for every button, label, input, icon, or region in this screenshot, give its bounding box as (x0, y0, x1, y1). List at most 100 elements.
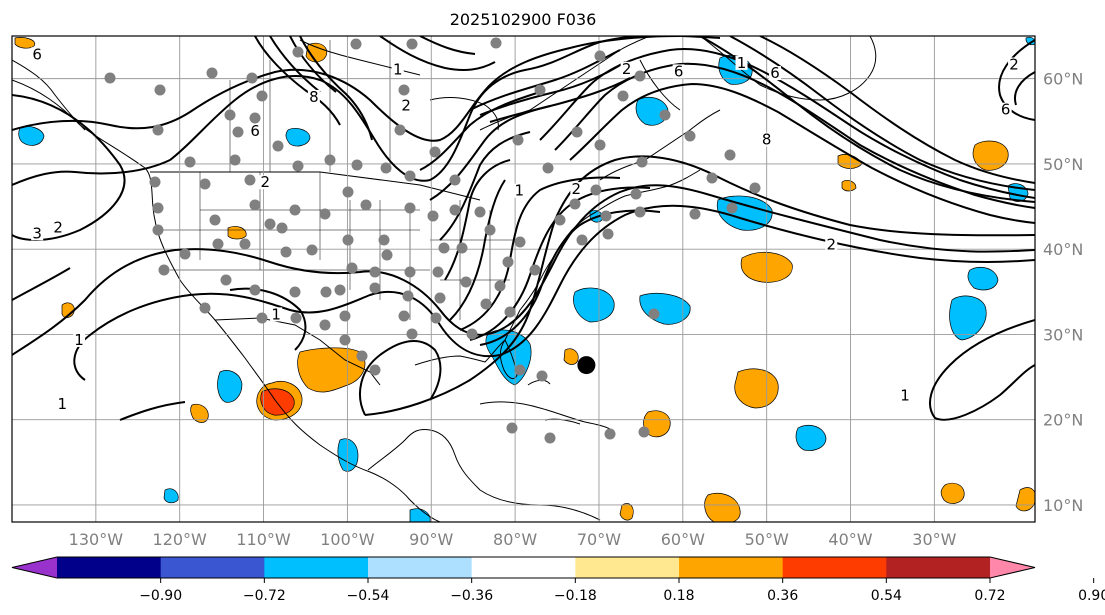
shade-blue (337, 438, 359, 472)
colorbar-segment (886, 557, 991, 578)
contour-label: 6 (32, 45, 42, 63)
shade-orange (940, 482, 965, 504)
shade-orange (14, 37, 36, 49)
colorbar: −0.90 −0.72 −0.54 −0.36 −0.18 0.18 0.36 0.54 0.7… (11, 556, 1105, 604)
shade-orange (841, 180, 857, 192)
latitude-tick-label: 10°N (1043, 496, 1083, 515)
latitude-tick-label: 40°N (1043, 240, 1083, 259)
colorbar-segment (57, 557, 162, 578)
shade-blue (163, 488, 179, 504)
longitude-tick-label: 130°W (69, 530, 124, 549)
shade-orange (563, 348, 579, 365)
shade-blue (967, 266, 999, 291)
longitude-tick-label: 40°W (828, 530, 872, 549)
shade-orange (305, 42, 328, 63)
contour-label: 2 (572, 180, 582, 198)
colorbar-tick-label: −0.72 (243, 588, 286, 604)
colorbar-outline (11, 556, 1036, 579)
shade-orange (227, 226, 247, 240)
contour-label-halo (825, 237, 838, 252)
anomaly-shading (14, 36, 1035, 522)
shade-orange (734, 368, 779, 409)
contour-label-halo (52, 220, 65, 235)
contour-label-halo (307, 89, 320, 104)
longitude-tick-label: 50°W (745, 530, 789, 549)
contour-label-halo (400, 98, 413, 113)
contour-label: 6 (1001, 101, 1011, 119)
contour-label-halo (672, 64, 685, 79)
longitude-tick-label: 90°W (409, 530, 453, 549)
map-frame (11, 35, 1036, 523)
center-marker-dot (577, 356, 596, 375)
colorbar-extend-high (990, 557, 1035, 578)
contour-label: 1 (515, 182, 525, 200)
latitude-tick-label: 30°N (1043, 325, 1083, 344)
station-dots (104, 37, 761, 444)
colorbar-tick-label: −0.54 (347, 588, 390, 604)
colorbar-segment (575, 557, 680, 578)
longitude-tick-label: 110°W (236, 530, 291, 549)
contour-label: 1 (74, 331, 84, 349)
shade-blue (217, 370, 243, 403)
contour-label-halo (513, 183, 526, 198)
shade-blue (18, 126, 45, 146)
contour-label: 2 (53, 218, 63, 236)
contour-label-halo (270, 307, 283, 322)
shade-blue (409, 508, 431, 522)
contour-label-halo (391, 62, 404, 77)
shade-orange (643, 410, 671, 438)
contour-label: 6 (674, 62, 684, 80)
colorbar-extend-low (12, 557, 57, 578)
longitude-tick-label: 70°W (577, 530, 621, 549)
contour-label: 8 (762, 131, 772, 149)
contour-label-halo (31, 47, 44, 62)
contour-label-halo (570, 182, 583, 197)
contour-label-halo (899, 388, 912, 403)
contour-label: 1 (900, 386, 910, 404)
longitude-tick-label: 80°W (493, 530, 537, 549)
longitude-tick-label: 30°W (912, 530, 956, 549)
shade-orange (619, 503, 634, 521)
colorbar-tick-label: 0.54 (871, 588, 902, 604)
contour-label-halo (620, 61, 633, 76)
contour-label-halo (760, 132, 773, 147)
contour-label: 1 (393, 61, 403, 79)
latitude-tick-label: 50°N (1043, 155, 1083, 174)
latitude-labels: 60°N 50°N 40°N 30°N 20°N 10°N (1043, 70, 1083, 515)
longitude-tick-label: 60°W (661, 530, 705, 549)
figure-title: 2025102900 F036 (450, 10, 597, 29)
colorbar-segment (782, 557, 887, 578)
contour-label-halo (735, 55, 748, 70)
colorbar-tick-label: 0.18 (663, 588, 694, 604)
contour-label: 1 (271, 305, 281, 323)
colorbar-segment (368, 557, 473, 578)
contour-label-halo (999, 102, 1012, 117)
shade-blue (285, 128, 311, 147)
contour-label-halo (1008, 57, 1021, 72)
longitude-tick-label: 120°W (153, 530, 208, 549)
colorbar-tick-label: 0.72 (974, 588, 1005, 604)
contour-label: 2 (826, 235, 836, 253)
colorbar-tick-label: 0.36 (767, 588, 798, 604)
contour-label: 2 (1009, 56, 1019, 74)
longitude-tick-label: 100°W (320, 530, 375, 549)
shade-orange (297, 347, 366, 393)
shade-blue (573, 287, 615, 323)
colorbar-tick-label: −0.90 (139, 588, 182, 604)
contour-label-halo (259, 175, 272, 190)
colorbar-tick-label: −0.36 (450, 588, 493, 604)
contour-label-halo (56, 396, 69, 411)
contour-label: 3 (32, 224, 42, 242)
colorbar-tick-label: −0.18 (554, 588, 597, 604)
colorbar-segment (160, 557, 265, 578)
shade-orange (190, 403, 209, 423)
shade-orange (704, 492, 741, 522)
colorbar-segment (264, 557, 369, 578)
shade-blue (635, 96, 669, 126)
shade-blue (795, 424, 827, 451)
shade-orange (972, 140, 1009, 171)
contour-label: 2 (260, 173, 270, 191)
contour-label: 1 (737, 54, 747, 72)
colorbar-segment (679, 557, 784, 578)
